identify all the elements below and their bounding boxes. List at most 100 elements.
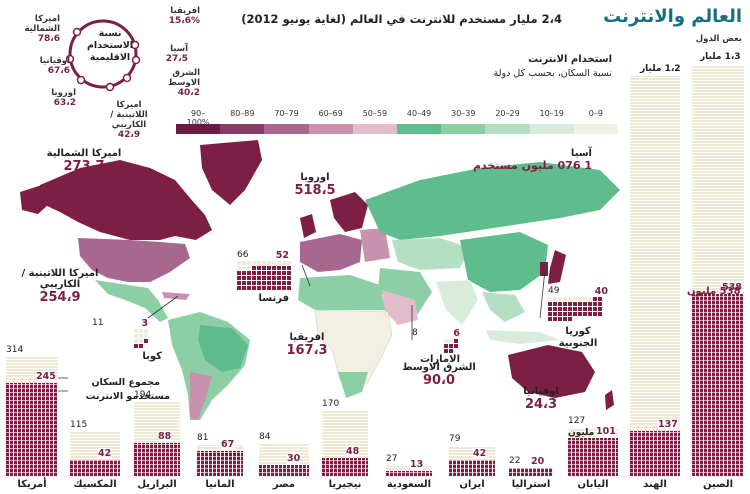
grid-cell bbox=[262, 276, 266, 280]
grid-cell bbox=[588, 312, 592, 316]
map-brazil bbox=[198, 325, 248, 372]
country-bar-users-value: 42 bbox=[98, 448, 112, 460]
legend-tick-label: 70–79 bbox=[274, 109, 299, 118]
legend-tick-label: 0–9 bbox=[588, 109, 603, 118]
uae-grid bbox=[444, 339, 459, 354]
map-southeast-asia bbox=[482, 292, 525, 322]
grid-cell bbox=[568, 317, 572, 321]
grid-cell bbox=[262, 286, 266, 290]
legend-swatch bbox=[352, 124, 397, 134]
country-bar bbox=[259, 444, 309, 476]
map-central-asia bbox=[392, 238, 470, 270]
map-new-zealand bbox=[605, 390, 614, 410]
country-bar-name: الهند bbox=[643, 479, 667, 490]
map-japan bbox=[548, 250, 566, 284]
country-bar-users-value: 20 bbox=[531, 456, 545, 468]
grid-cell bbox=[267, 286, 271, 290]
legend-tick-label: 30–39 bbox=[451, 109, 476, 118]
grid-cell bbox=[548, 302, 552, 306]
country-bar-users-value: 13 bbox=[410, 459, 424, 471]
country-bar-users-value: 101 bbox=[596, 425, 616, 437]
grid-cell bbox=[563, 312, 567, 316]
grid-cell bbox=[257, 276, 261, 280]
map-indonesia bbox=[486, 330, 560, 344]
grid-cell bbox=[563, 302, 567, 306]
grid-cell bbox=[282, 276, 286, 280]
grid-cell bbox=[134, 339, 138, 343]
map-eastern-europe bbox=[360, 228, 390, 262]
map-north-africa bbox=[298, 275, 385, 310]
legend-ticks: 0–9 10–19 20–29 30–39 40–49 50–59 60–69 70–79 80… bbox=[176, 109, 618, 127]
grid-cell bbox=[598, 307, 602, 311]
grid-cell bbox=[588, 307, 592, 311]
grid-cell bbox=[242, 276, 246, 280]
grid-cell bbox=[237, 286, 241, 290]
legend-swatch bbox=[220, 124, 265, 134]
grid-cell bbox=[262, 266, 266, 270]
grid-cell bbox=[558, 307, 562, 311]
grid-cell bbox=[558, 312, 562, 316]
country-bar-users bbox=[134, 442, 180, 476]
grid-cell bbox=[287, 281, 291, 285]
grid-cell bbox=[444, 344, 448, 348]
grid-cell bbox=[267, 276, 271, 280]
grid-cell bbox=[548, 307, 552, 311]
grid-cell bbox=[257, 281, 261, 285]
ring-item-middle-east: الشرق الاوسط 40،2 bbox=[168, 68, 200, 98]
grid-cell bbox=[287, 286, 291, 290]
legend-tick-label: 50–59 bbox=[362, 109, 388, 118]
grid-cell bbox=[548, 317, 552, 321]
country-callout-south-korea: 49 40 كوريا الجنوبية bbox=[548, 286, 608, 349]
grid-cell bbox=[598, 297, 602, 301]
page-subtitle: 2،4 مليار مستخدم للانترنت في العالم (لغا… bbox=[241, 12, 562, 26]
grid-cell bbox=[242, 266, 246, 270]
map-scandinavia bbox=[330, 192, 368, 232]
grid-cell bbox=[272, 286, 276, 290]
legend-title: استخدام الانترنت bbox=[528, 54, 612, 65]
legend-swatch bbox=[485, 124, 530, 134]
map-australia bbox=[508, 345, 595, 398]
grid-cell bbox=[257, 261, 261, 265]
country-bar bbox=[386, 465, 432, 476]
grid-cell bbox=[242, 281, 246, 285]
country-bar-name: السعودية bbox=[386, 479, 432, 490]
country-callout-france: 66 52 فرنسا bbox=[237, 250, 291, 304]
grid-cell bbox=[247, 266, 251, 270]
region-north-america: اميركا الشمالية 273،7 bbox=[46, 148, 122, 174]
country-bar-population: 314 bbox=[6, 344, 24, 355]
legend-tick-label: 20–29 bbox=[495, 109, 520, 118]
grid-cell bbox=[454, 339, 458, 343]
grid-cell bbox=[252, 261, 256, 265]
legend-tick-label: 60–69 bbox=[318, 109, 343, 118]
grid-cell bbox=[139, 339, 143, 343]
legend-tick-label: 40–49 bbox=[406, 109, 432, 118]
country-bar-users bbox=[197, 450, 243, 476]
grid-cell bbox=[257, 271, 261, 275]
legend-subtitle: نسبة السكان، بحسب كل دولة bbox=[493, 68, 612, 79]
grid-cell bbox=[282, 286, 286, 290]
map-arabia bbox=[382, 290, 418, 325]
grid-cell bbox=[277, 276, 281, 280]
ring-title: نسبة الاستخدام الاقليمية bbox=[86, 28, 134, 63]
map-caribbean bbox=[162, 292, 190, 300]
map-greenland bbox=[200, 140, 262, 205]
country-bar-users bbox=[568, 437, 618, 476]
grid-cell bbox=[568, 312, 572, 316]
grid-cell bbox=[237, 266, 241, 270]
country-bar-population: 22 bbox=[509, 455, 521, 466]
regional-usage-ring bbox=[65, 19, 141, 92]
legend-swatch bbox=[308, 124, 353, 134]
map-russia bbox=[365, 162, 620, 240]
grid-cell bbox=[272, 276, 276, 280]
grid-cell bbox=[454, 344, 458, 348]
country-bar bbox=[134, 402, 180, 476]
grid-cell bbox=[252, 276, 256, 280]
country-bar bbox=[449, 445, 495, 476]
grid-cell bbox=[578, 307, 582, 311]
grid-cell bbox=[237, 281, 241, 285]
grid-cell bbox=[578, 297, 582, 301]
key-users: مستخدمو الانترنت bbox=[85, 391, 170, 402]
grid-cell bbox=[277, 261, 281, 265]
grid-cell bbox=[568, 307, 572, 311]
